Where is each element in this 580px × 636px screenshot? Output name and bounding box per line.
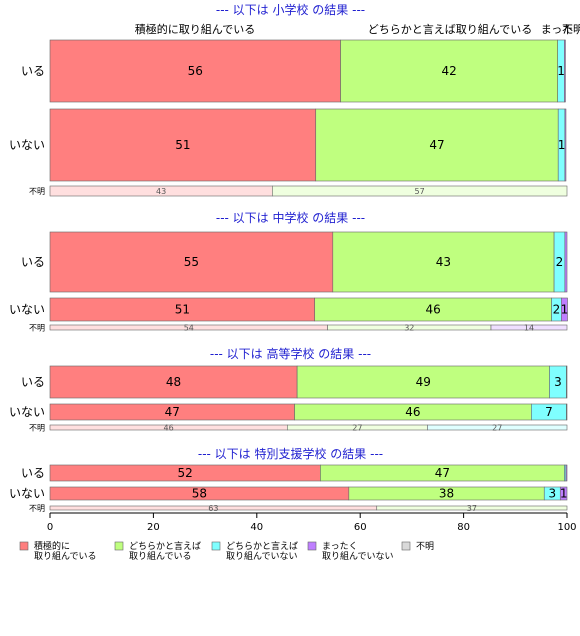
data-label: 27 (492, 424, 502, 433)
data-label: 27 (352, 424, 362, 433)
category-label: 不明 (29, 324, 45, 333)
data-label: 7 (545, 405, 553, 419)
data-label: 63 (208, 504, 218, 513)
bar-segment (566, 403, 568, 421)
category-label: いる (21, 64, 45, 78)
data-label: 54 (184, 324, 194, 333)
category-label: いる (21, 466, 45, 480)
header-label: まった (541, 23, 574, 36)
data-label: 43 (156, 187, 166, 196)
x-tick-label: 0 (47, 522, 53, 533)
section-title: --- 以下は 特別支援学校 の結果 --- (198, 446, 383, 461)
header-label: 不明 (562, 23, 580, 36)
category-label: いない (9, 405, 45, 419)
data-label: 42 (441, 64, 456, 78)
bar-segment (272, 185, 568, 197)
legend-label: 取り組んでいる (34, 550, 97, 562)
header-label: 積極的に取り組んでいる (135, 22, 255, 36)
category-label: いない (9, 303, 45, 317)
bar-segment (490, 324, 568, 331)
data-label: 1 (560, 487, 568, 501)
legend-label: どちらかと言えば (129, 540, 201, 552)
bar-segment (315, 108, 559, 182)
bar-segment (561, 297, 568, 322)
bar-segment (376, 505, 568, 511)
category-label: いない (9, 138, 45, 152)
data-label: 1 (561, 303, 569, 317)
bar-segment (296, 365, 550, 399)
bar-segment (565, 464, 568, 482)
data-label: 51 (175, 303, 190, 317)
data-label: 46 (425, 303, 440, 317)
data-label: 56 (188, 64, 203, 78)
bar-segment (564, 108, 567, 182)
category-label: 不明 (29, 424, 45, 433)
data-label: 48 (166, 375, 181, 389)
bar-segment (564, 231, 568, 293)
bar-segment (559, 486, 568, 501)
legend-swatch (114, 541, 124, 551)
section-title: --- 以下は 高等学校 の結果 --- (210, 346, 371, 361)
category-label: いない (9, 487, 45, 501)
bar-segment (427, 424, 568, 431)
bar-segment (49, 231, 334, 293)
legend-swatch (211, 541, 221, 551)
legend-label: 取り組んでいない (226, 550, 298, 562)
category-label: 不明 (29, 187, 45, 196)
data-label: 38 (439, 487, 454, 501)
data-label: 3 (554, 375, 562, 389)
data-label: 2 (553, 303, 561, 317)
category-label: 不明 (29, 504, 45, 513)
data-label: 14 (524, 324, 534, 333)
legend-label: 積極的に (34, 540, 70, 552)
section-title: --- 以下は 小学校 の結果 --- (216, 2, 365, 17)
section-title: --- 以下は 中学校 の結果 --- (216, 210, 365, 225)
category-label: いる (21, 255, 45, 269)
data-label: 46 (164, 424, 174, 433)
data-label: 43 (436, 255, 451, 269)
legend-label: 不明 (416, 541, 434, 552)
bar-segment (49, 108, 317, 182)
data-label: 52 (178, 466, 193, 480)
legend-label: まったく (322, 541, 358, 552)
bar-segment (49, 365, 298, 399)
x-tick-label: 20 (147, 522, 160, 533)
data-label: 55 (184, 255, 199, 269)
bar-segment (564, 39, 566, 103)
bar-segment (340, 39, 558, 103)
header-label: どちらかと言えば取り組んでいる (368, 23, 532, 36)
x-tick-label: 40 (250, 522, 263, 533)
legend-label: 取り組んでいる (129, 550, 192, 562)
data-label: 51 (175, 138, 190, 152)
x-tick-label: 60 (354, 522, 367, 533)
data-label: 3 (548, 487, 556, 501)
x-tick-label: 80 (457, 522, 470, 533)
data-label: 46 (405, 405, 420, 419)
data-label: 47 (435, 466, 450, 480)
category-label: いる (21, 375, 45, 389)
legend-label: どちらかと言えば (226, 540, 298, 552)
data-label: 57 (415, 187, 425, 196)
data-label: 47 (165, 405, 180, 419)
legend-label: 取り組んでいない (322, 550, 394, 562)
data-label: 49 (416, 375, 431, 389)
data-label: 1 (557, 64, 565, 78)
data-label: 58 (192, 487, 207, 501)
bar-segment (332, 231, 555, 293)
legend-swatch (19, 541, 29, 551)
x-tick-label: 100 (557, 522, 576, 533)
data-label: 37 (467, 504, 477, 513)
legend-swatch (307, 541, 317, 551)
bar-segment (566, 365, 568, 399)
data-label: 47 (429, 138, 444, 152)
data-label: 32 (404, 324, 414, 333)
data-label: 2 (556, 255, 564, 269)
data-label: 1 (558, 138, 566, 152)
legend-swatch (401, 541, 411, 551)
